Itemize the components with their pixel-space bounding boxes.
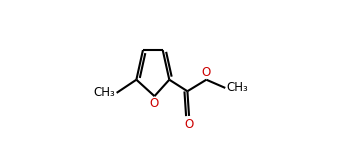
Text: O: O [202,66,211,79]
Text: CH₃: CH₃ [226,82,248,94]
Text: CH₃: CH₃ [94,86,115,99]
Text: O: O [184,119,194,131]
Text: O: O [150,97,159,110]
